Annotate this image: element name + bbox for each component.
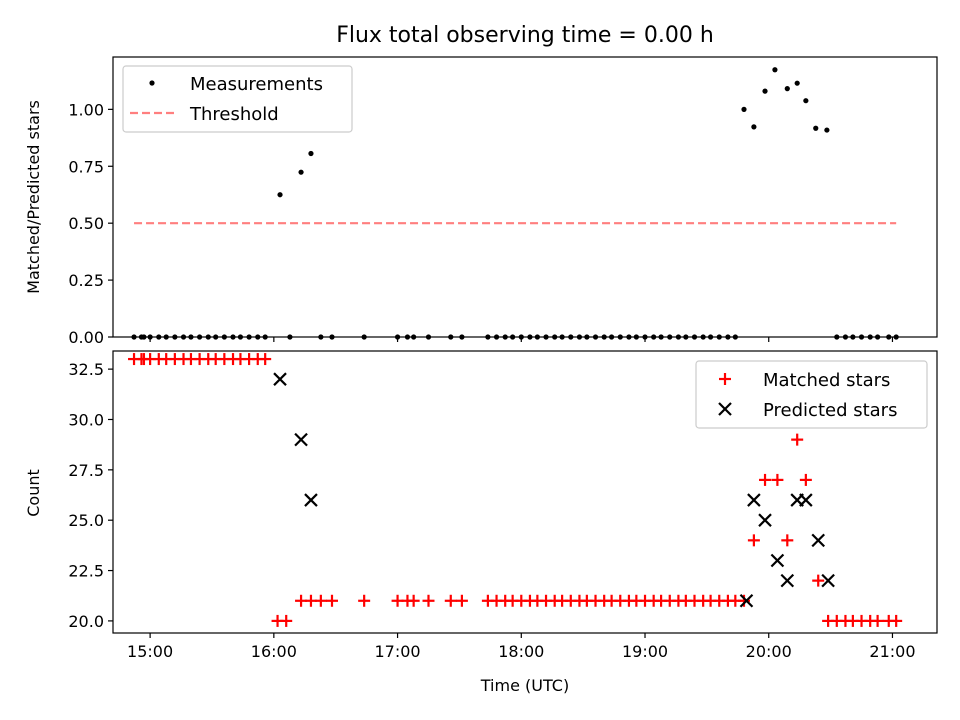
matched-star-marker [781, 534, 794, 547]
matched-star-marker [812, 574, 825, 587]
bottom-legend-box [695, 360, 928, 429]
legend-predicted-marker [718, 402, 732, 416]
top-legend-box [122, 65, 353, 133]
bottom-y-tick-label: 22.5 [68, 562, 104, 581]
predicted-star-marker [747, 493, 761, 507]
matched-star-marker [407, 594, 420, 607]
predicted-star-marker [770, 553, 785, 568]
matched-star-marker [771, 473, 784, 486]
bottom-x-tick-label: 20:00 [746, 642, 792, 661]
bottom-y-tick-label: 32.5 [68, 360, 104, 379]
top-y-axis-label: Matched/Predicted stars [24, 100, 43, 294]
top-y-tick-label: 0.00 [68, 328, 104, 347]
legend-measurements-marker [149, 80, 155, 86]
matched-star-marker [455, 594, 468, 607]
bottom-x-tick-label: 21:00 [869, 642, 915, 661]
legend-measurements-label: Measurements [190, 74, 323, 95]
bottom-legend: Matched stars Predicted stars [695, 360, 928, 429]
measurement-point [298, 169, 304, 175]
measurement-point [824, 127, 830, 133]
top-chart-title: Flux total observing time = 0.00 h [336, 23, 714, 48]
legend-matched-label: Matched stars [763, 370, 890, 391]
matched-star-marker [791, 433, 804, 446]
predicted-star-marker [739, 593, 754, 608]
measurement-point [772, 67, 778, 73]
bottom-y-tick-label: 20.0 [68, 612, 104, 631]
bottom-x-axis-label: Time (UTC) [480, 676, 569, 695]
predicted-star-marker [294, 432, 308, 447]
measurement-point [762, 88, 768, 94]
top-panel: Flux total observing time = 0.00 h Match… [24, 23, 938, 347]
bottom-tick-layer: 20.0 22.5 25.0 27.5 30.0 32.5 15:00 16:00 17:00 1… [68, 360, 915, 661]
bottom-y-tick-label: 30.0 [68, 410, 104, 429]
top-tick-layer: 0.00 0.25 0.50 0.75 1.00 [68, 100, 894, 347]
predicted-star-marker [811, 533, 826, 548]
predicted-star-marker [799, 493, 813, 507]
matched-star-marker [259, 353, 272, 366]
matched-star-marker [314, 594, 327, 607]
legend-predicted-label: Predicted stars [763, 400, 897, 421]
predicted-star-marker [758, 513, 772, 527]
measurement-point [741, 106, 747, 112]
bottom-y-tick-label: 25.0 [68, 511, 104, 530]
top-axes-frame [112, 56, 938, 338]
matched-star-marker [280, 614, 293, 627]
bottom-x-tick-label: 19:00 [622, 642, 668, 661]
bottom-x-tick-label: 16:00 [251, 642, 297, 661]
matched-star-marker [747, 534, 760, 547]
top-y-tick-label: 0.50 [68, 214, 104, 233]
bottom-x-tick-label: 15:00 [127, 642, 173, 661]
predicted-star-marker [780, 573, 795, 588]
measurement-point [277, 192, 283, 198]
matched-star-marker [890, 614, 903, 627]
top-y-tick-label: 1.00 [68, 100, 104, 119]
top-y-tick-label: 0.25 [68, 271, 104, 290]
measurement-point [308, 150, 314, 157]
bottom-x-tick-label: 18:00 [498, 642, 544, 661]
bottom-x-tick-label: 17:00 [375, 642, 421, 661]
matched-star-marker [325, 594, 338, 607]
predicted-star-marker [304, 493, 318, 507]
measurement-point [803, 98, 809, 104]
matched-star-marker [759, 473, 772, 486]
measurement-point [813, 125, 819, 131]
predicted-star-marker [821, 573, 835, 588]
top-y-tick-label: 0.75 [68, 157, 104, 176]
legend-matched-marker [719, 373, 731, 385]
measurement-point [751, 124, 757, 130]
measurement-point [794, 80, 800, 86]
matched-star-marker [444, 594, 457, 607]
matched-star-marker [871, 614, 884, 627]
legend-threshold-label: Threshold [189, 104, 279, 125]
bottom-axes-frame [112, 350, 938, 634]
bottom-panel: Count Time (UTC) 20.0 22.5 25.0 27.5 30.0 32.… [24, 350, 938, 695]
measurement-point [784, 86, 790, 92]
bottom-y-tick-label: 27.5 [68, 461, 104, 480]
predicted-star-marker [273, 372, 287, 386]
bottom-mark-layer [128, 353, 903, 627]
matched-star-marker [422, 594, 435, 607]
matched-star-marker [358, 594, 371, 607]
bottom-y-axis-label: Count [24, 469, 43, 517]
top-legend: Measurements Threshold [122, 65, 353, 133]
matched-star-marker [799, 473, 812, 486]
